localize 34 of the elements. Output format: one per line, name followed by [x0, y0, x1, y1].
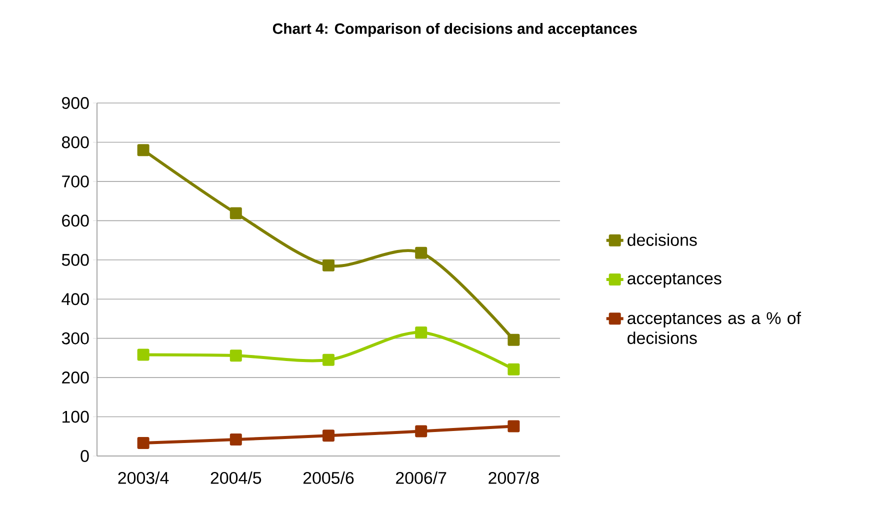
point [230, 434, 242, 446]
point [322, 259, 334, 272]
y-tick-label: 300 [62, 332, 89, 344]
x-tick-label: 2004/5 [210, 472, 262, 484]
x-tick-label: 2005/6 [303, 472, 354, 484]
point [415, 246, 428, 259]
legend-label: decisions [628, 234, 697, 246]
point [137, 144, 150, 156]
point [137, 348, 150, 361]
y-tick-label: 700 [62, 175, 89, 188]
point [322, 354, 334, 366]
y-tick-label: 200 [62, 372, 89, 384]
x-tick-label: 2006/7 [396, 472, 446, 484]
point [415, 425, 428, 438]
y-tick-label: 900 [62, 97, 89, 109]
point [415, 326, 428, 338]
y-tick-label: 100 [62, 410, 89, 423]
point [508, 363, 520, 376]
point [508, 420, 520, 432]
y-tick-label: 800 [62, 136, 89, 148]
y-tick-label: 0 [80, 450, 89, 462]
point [137, 437, 150, 450]
point [322, 430, 334, 442]
legend-label: acceptances [628, 273, 722, 288]
legend-label: acceptances as a % of decisions [628, 312, 802, 344]
point [230, 207, 242, 220]
chart-title: Chart 4: Comparison of decisions and acceptances [272, 22, 637, 37]
y-tick-label: 500 [62, 254, 89, 266]
x-tick-label: 2007/8 [488, 472, 539, 484]
point [508, 334, 520, 346]
point [230, 350, 242, 362]
y-tick-label: 400 [62, 293, 89, 306]
y-tick-label: 600 [62, 214, 89, 227]
x-tick-label: 2003/4 [118, 472, 169, 484]
